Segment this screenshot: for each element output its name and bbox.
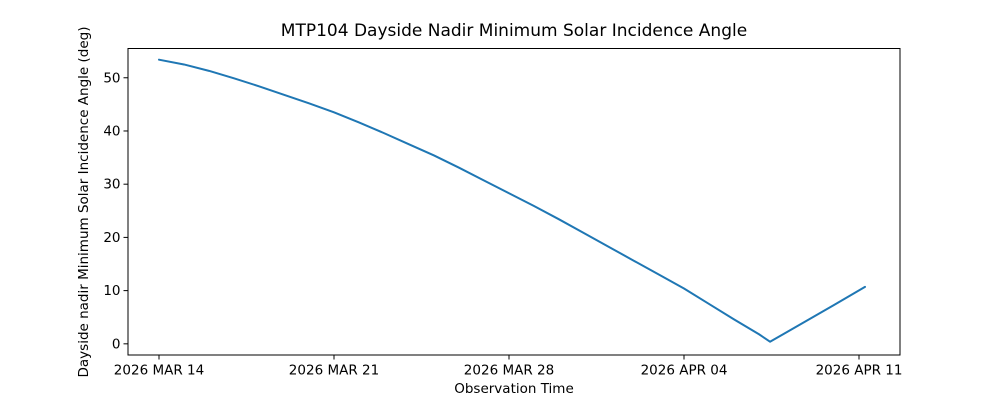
x-tick-label: 2026 MAR 28 [464,363,554,379]
data-line [158,58,866,343]
y-tick-label: 40 [103,123,120,139]
x-tick-label: 2026 MAR 14 [114,363,204,379]
x-tick-label: 2026 APR 04 [641,363,728,379]
chart-title: MTP104 Dayside Nadir Minimum Solar Incid… [280,21,748,41]
x-tick-label: 2026 MAR 21 [289,363,379,379]
y-tick-label: 20 [103,230,120,246]
x-tick-label: 2026 APR 11 [816,363,903,379]
axes-frame [127,48,901,356]
y-tick-label: 0 [112,336,121,352]
x-axis-label: Observation Time [454,381,574,397]
y-tick-label: 10 [103,283,120,299]
y-tick-label: 50 [103,70,120,86]
y-tick-label: 30 [103,177,120,193]
